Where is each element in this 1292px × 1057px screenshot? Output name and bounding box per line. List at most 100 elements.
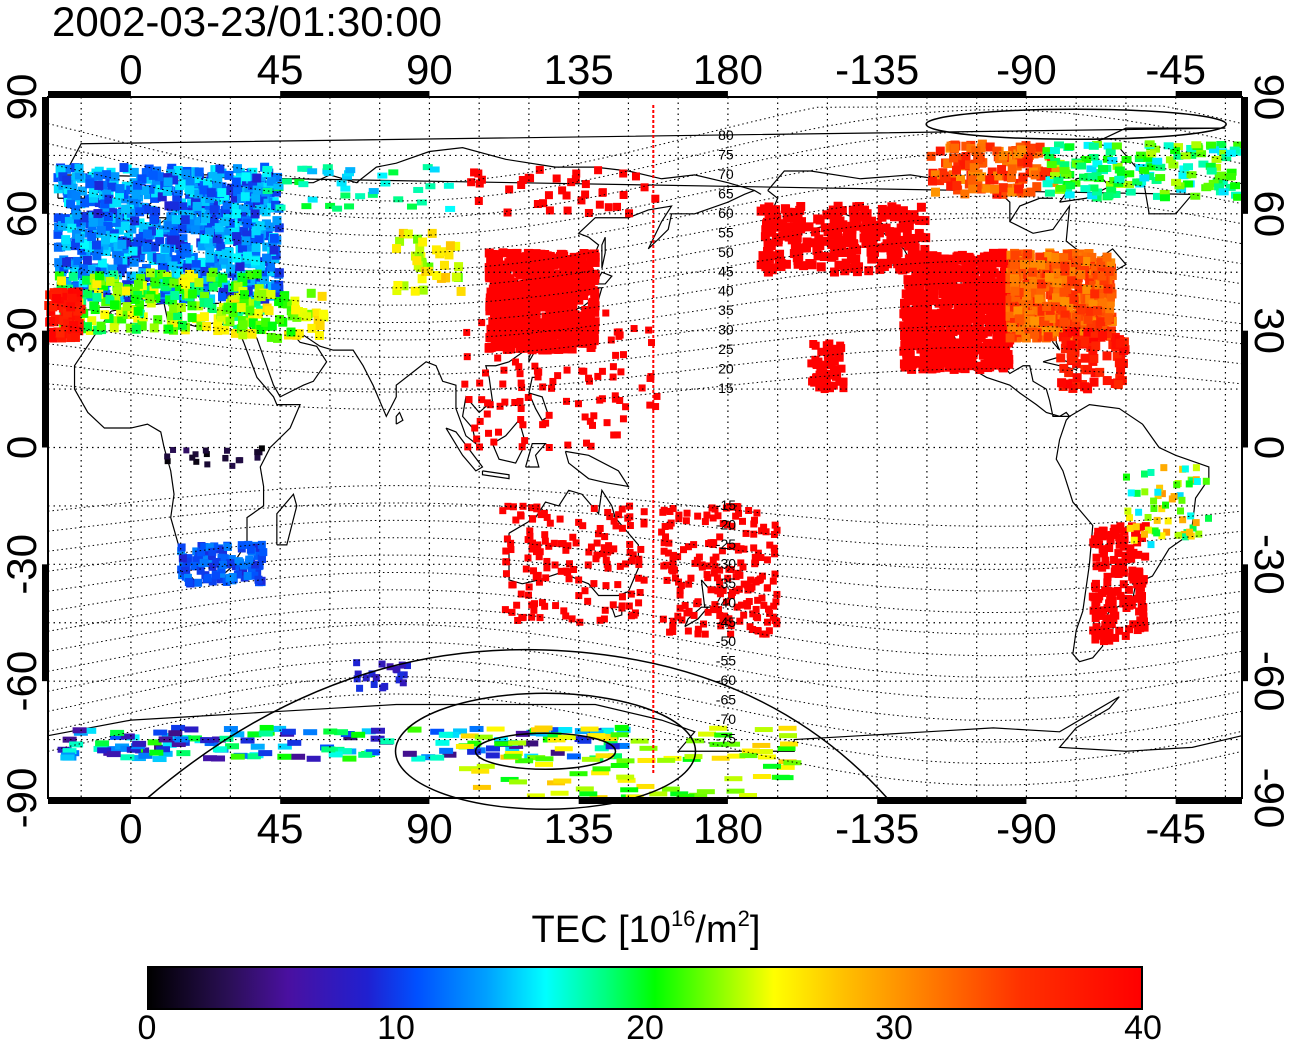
tec-point [548,255,558,265]
tec-point [716,612,724,620]
tec-point [837,344,846,353]
tec-point [908,313,918,323]
tec-point [313,315,323,325]
tec-point [418,285,428,295]
tec-point [914,228,924,238]
tec-point [70,332,80,342]
tec-point [825,352,834,361]
tec-point [771,222,781,232]
tec-point [225,743,240,750]
tec-point [1088,184,1099,192]
tec-point [1072,359,1082,369]
tec-point [627,590,635,598]
tec-point [562,397,570,405]
tec-point [519,421,527,429]
tec-point [1095,293,1105,303]
tec-point [203,755,218,762]
tec-point [1119,562,1128,571]
tec-point [793,218,803,228]
tec-point [1013,306,1023,316]
tec-point [301,203,312,210]
tec-point [545,305,555,315]
tec-point [478,396,486,404]
tec-point [790,241,800,251]
tec-point [1090,593,1099,602]
tec-point [766,541,774,549]
tec-point [754,627,762,635]
tec-point [1060,261,1070,271]
tec-point [432,271,442,281]
tec-point [992,329,1002,339]
tec-point [919,318,929,328]
tec-point [197,548,206,557]
tec-point [567,178,576,187]
tec-point [922,354,932,364]
tec-point [1083,327,1093,337]
tec-point [966,297,976,307]
tec-point [518,257,528,267]
tec-point [618,602,626,610]
tec-point [1049,172,1060,180]
tec-point [1059,287,1069,297]
tec-point [612,522,620,530]
tec-point [203,573,212,582]
tec-point [816,365,825,374]
tec-point [1091,601,1100,610]
tec-point [187,301,197,311]
tec-point [535,259,545,269]
tec-point [344,203,355,210]
tec-point [166,256,176,266]
tec-point [511,398,519,406]
tec-point [1044,311,1054,321]
tec-point [553,301,563,311]
tec-point [222,577,231,586]
tec-point [123,232,133,242]
tec-point [370,735,385,742]
tec-point [1139,617,1148,626]
tec-point [904,212,914,222]
tec-point [485,745,500,752]
tec-point [176,250,186,260]
tec-point [291,753,306,760]
tec-point [846,252,856,262]
tec-point [111,293,121,303]
tec-point [1189,524,1197,532]
tec-point [1044,272,1054,282]
tec-point [131,324,141,334]
tec-point [694,625,702,633]
tec-point [971,146,981,156]
tec-point [992,294,1002,304]
tec-point [559,298,569,308]
tec-point [395,676,403,684]
coast-sumatra [445,427,484,472]
tec-point [205,227,215,237]
tec-point [652,403,660,411]
tec-point [189,454,196,461]
tec-point [596,396,604,404]
tec-point [502,268,512,278]
tec-point [107,242,117,252]
tec-point [1171,178,1182,186]
tec-point [740,611,748,619]
tec-point [494,428,502,436]
tec-point [1026,187,1036,197]
tec-point [998,151,1008,161]
tec-point [1182,533,1190,541]
tec-point [515,270,525,280]
tec-point [1119,599,1128,608]
tec-point [577,320,585,328]
tec-point [1094,527,1103,536]
tec-point [985,175,995,185]
tec-point [1105,628,1114,637]
tec-point [1046,326,1056,336]
tec-point [640,508,648,516]
tec-point [232,209,242,219]
tec-point [583,439,591,447]
tec-point [944,266,954,276]
tec-point [624,514,632,522]
tec-point [743,600,751,608]
tec-point [70,267,80,277]
tec-point [142,204,152,214]
tec-point [1025,315,1035,325]
tec-point [259,274,269,284]
